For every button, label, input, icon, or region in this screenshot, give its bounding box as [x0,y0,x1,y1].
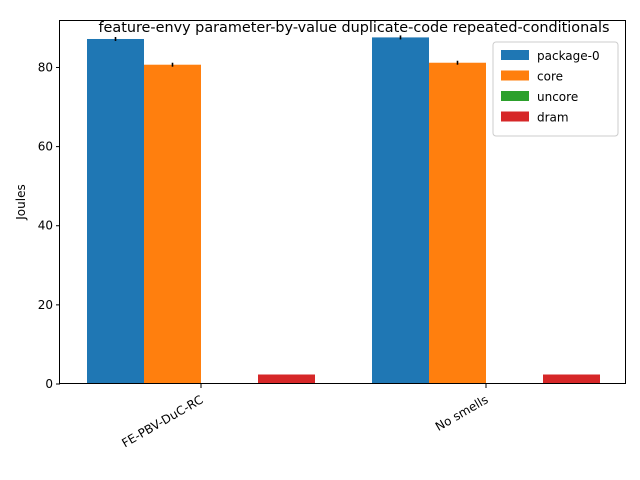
bar-core-1 [429,62,486,384]
x-tick-label-1: No smells [433,392,491,433]
y-tick-label-2: 40 [38,219,53,233]
bar-dram-0 [258,374,315,384]
bar-dram-1 [543,374,600,384]
y-tick-label-1: 20 [38,298,53,312]
y-axis-label: Joules [14,184,28,220]
plot-frame [59,20,626,384]
legend-label-package-0: package-0 [537,49,600,63]
y-tick-label-4: 80 [38,60,53,74]
y-tick-label-3: 60 [38,140,53,154]
x-tick-label-0: FE-PBV-DuC-RC [119,392,205,450]
legend-swatch-core [501,70,529,81]
legend-swatch-dram [501,111,529,122]
legend-label-core: core [537,70,563,84]
bars-group [87,37,600,385]
legend-label-uncore: uncore [537,90,578,104]
legend-swatch-uncore [501,91,529,101]
legend-label-dram: dram [537,111,569,125]
x-axis: FE-PBV-DuC-RC No smells [119,384,491,450]
y-tick-label-0: 0 [45,377,53,391]
bar-package-0-1 [372,37,429,385]
chart-title: feature-envy parameter-by-value duplicat… [98,20,609,36]
error-bars-group [114,35,459,67]
bar-core-0 [144,64,201,385]
legend-swatch-package-0 [501,50,529,60]
legend: package-0 core uncore dram [492,41,619,137]
bar-package-0-0 [87,38,144,384]
y-axis: 0 20 40 60 80 [38,60,60,391]
